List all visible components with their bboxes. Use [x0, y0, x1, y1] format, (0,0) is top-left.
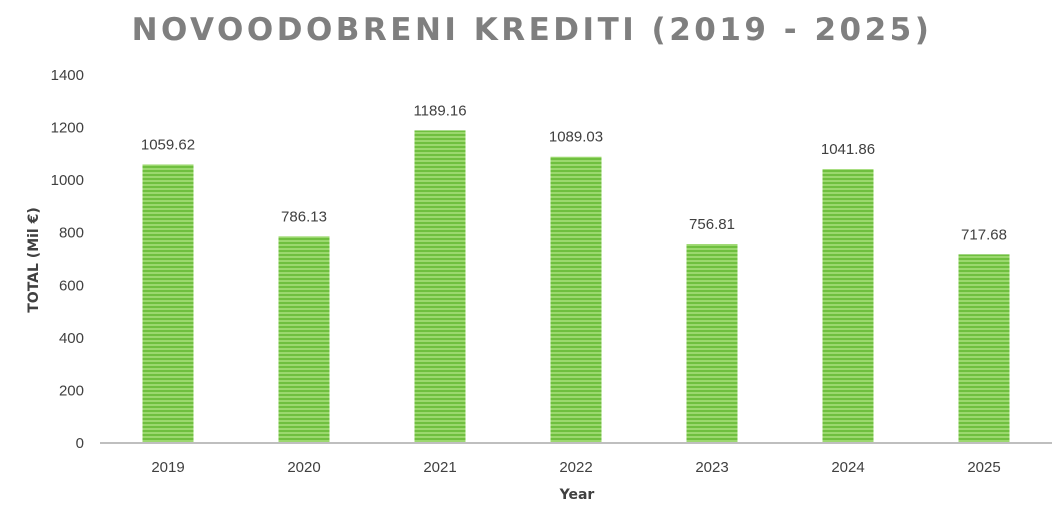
x-tick-label-2022: 2022 — [559, 459, 592, 476]
bar-2024 — [822, 169, 874, 444]
data-labels-group: 1059.62 786.13 1189.16 1089.03 756.81 1041.86… — [141, 102, 1007, 243]
data-label-2022: 1089.03 — [549, 129, 603, 146]
x-tick-label-2020: 2020 — [287, 459, 320, 476]
x-tick-label-2021: 2021 — [423, 459, 456, 476]
bar-2025 — [958, 254, 1010, 443]
y-tick-label: 1400 — [51, 67, 84, 84]
bar-2020 — [278, 236, 330, 443]
bar-2022 — [550, 156, 602, 443]
x-axis-title: Year — [559, 487, 595, 503]
data-label-2021: 1189.16 — [413, 102, 466, 119]
bars-group — [142, 130, 1010, 444]
x-axis-ticks: 2019 2020 2021 2022 2023 2024 2025 — [151, 459, 1000, 476]
data-label-2024: 1041.86 — [821, 141, 875, 158]
x-tick-label-2024: 2024 — [831, 459, 864, 476]
y-axis-title: TOTAL (Mil €) — [26, 207, 42, 313]
y-axis-ticks: 0 200 400 600 800 1000 1200 1400 — [51, 67, 84, 452]
bar-2023 — [686, 244, 738, 443]
data-label-2023: 756.81 — [689, 216, 735, 233]
y-tick-label: 800 — [59, 225, 84, 242]
y-tick-label: 1000 — [51, 172, 84, 189]
x-tick-label-2025: 2025 — [967, 459, 1000, 476]
y-tick-label: 200 — [59, 382, 84, 399]
y-tick-label: 600 — [59, 277, 84, 294]
x-tick-label-2019: 2019 — [151, 459, 184, 476]
y-tick-label: 0 — [76, 435, 84, 452]
chart-title: NOVOODOBRENI KREDITI (2019 - 2025) — [132, 12, 933, 48]
bar-2019 — [142, 164, 194, 443]
bar-2021 — [414, 130, 466, 443]
y-tick-label: 400 — [59, 330, 84, 347]
x-tick-label-2023: 2023 — [695, 459, 728, 476]
data-label-2020: 786.13 — [281, 208, 327, 225]
data-label-2019: 1059.62 — [141, 136, 195, 153]
data-label-2025: 717.68 — [961, 226, 1007, 243]
y-tick-label: 1200 — [51, 120, 84, 137]
